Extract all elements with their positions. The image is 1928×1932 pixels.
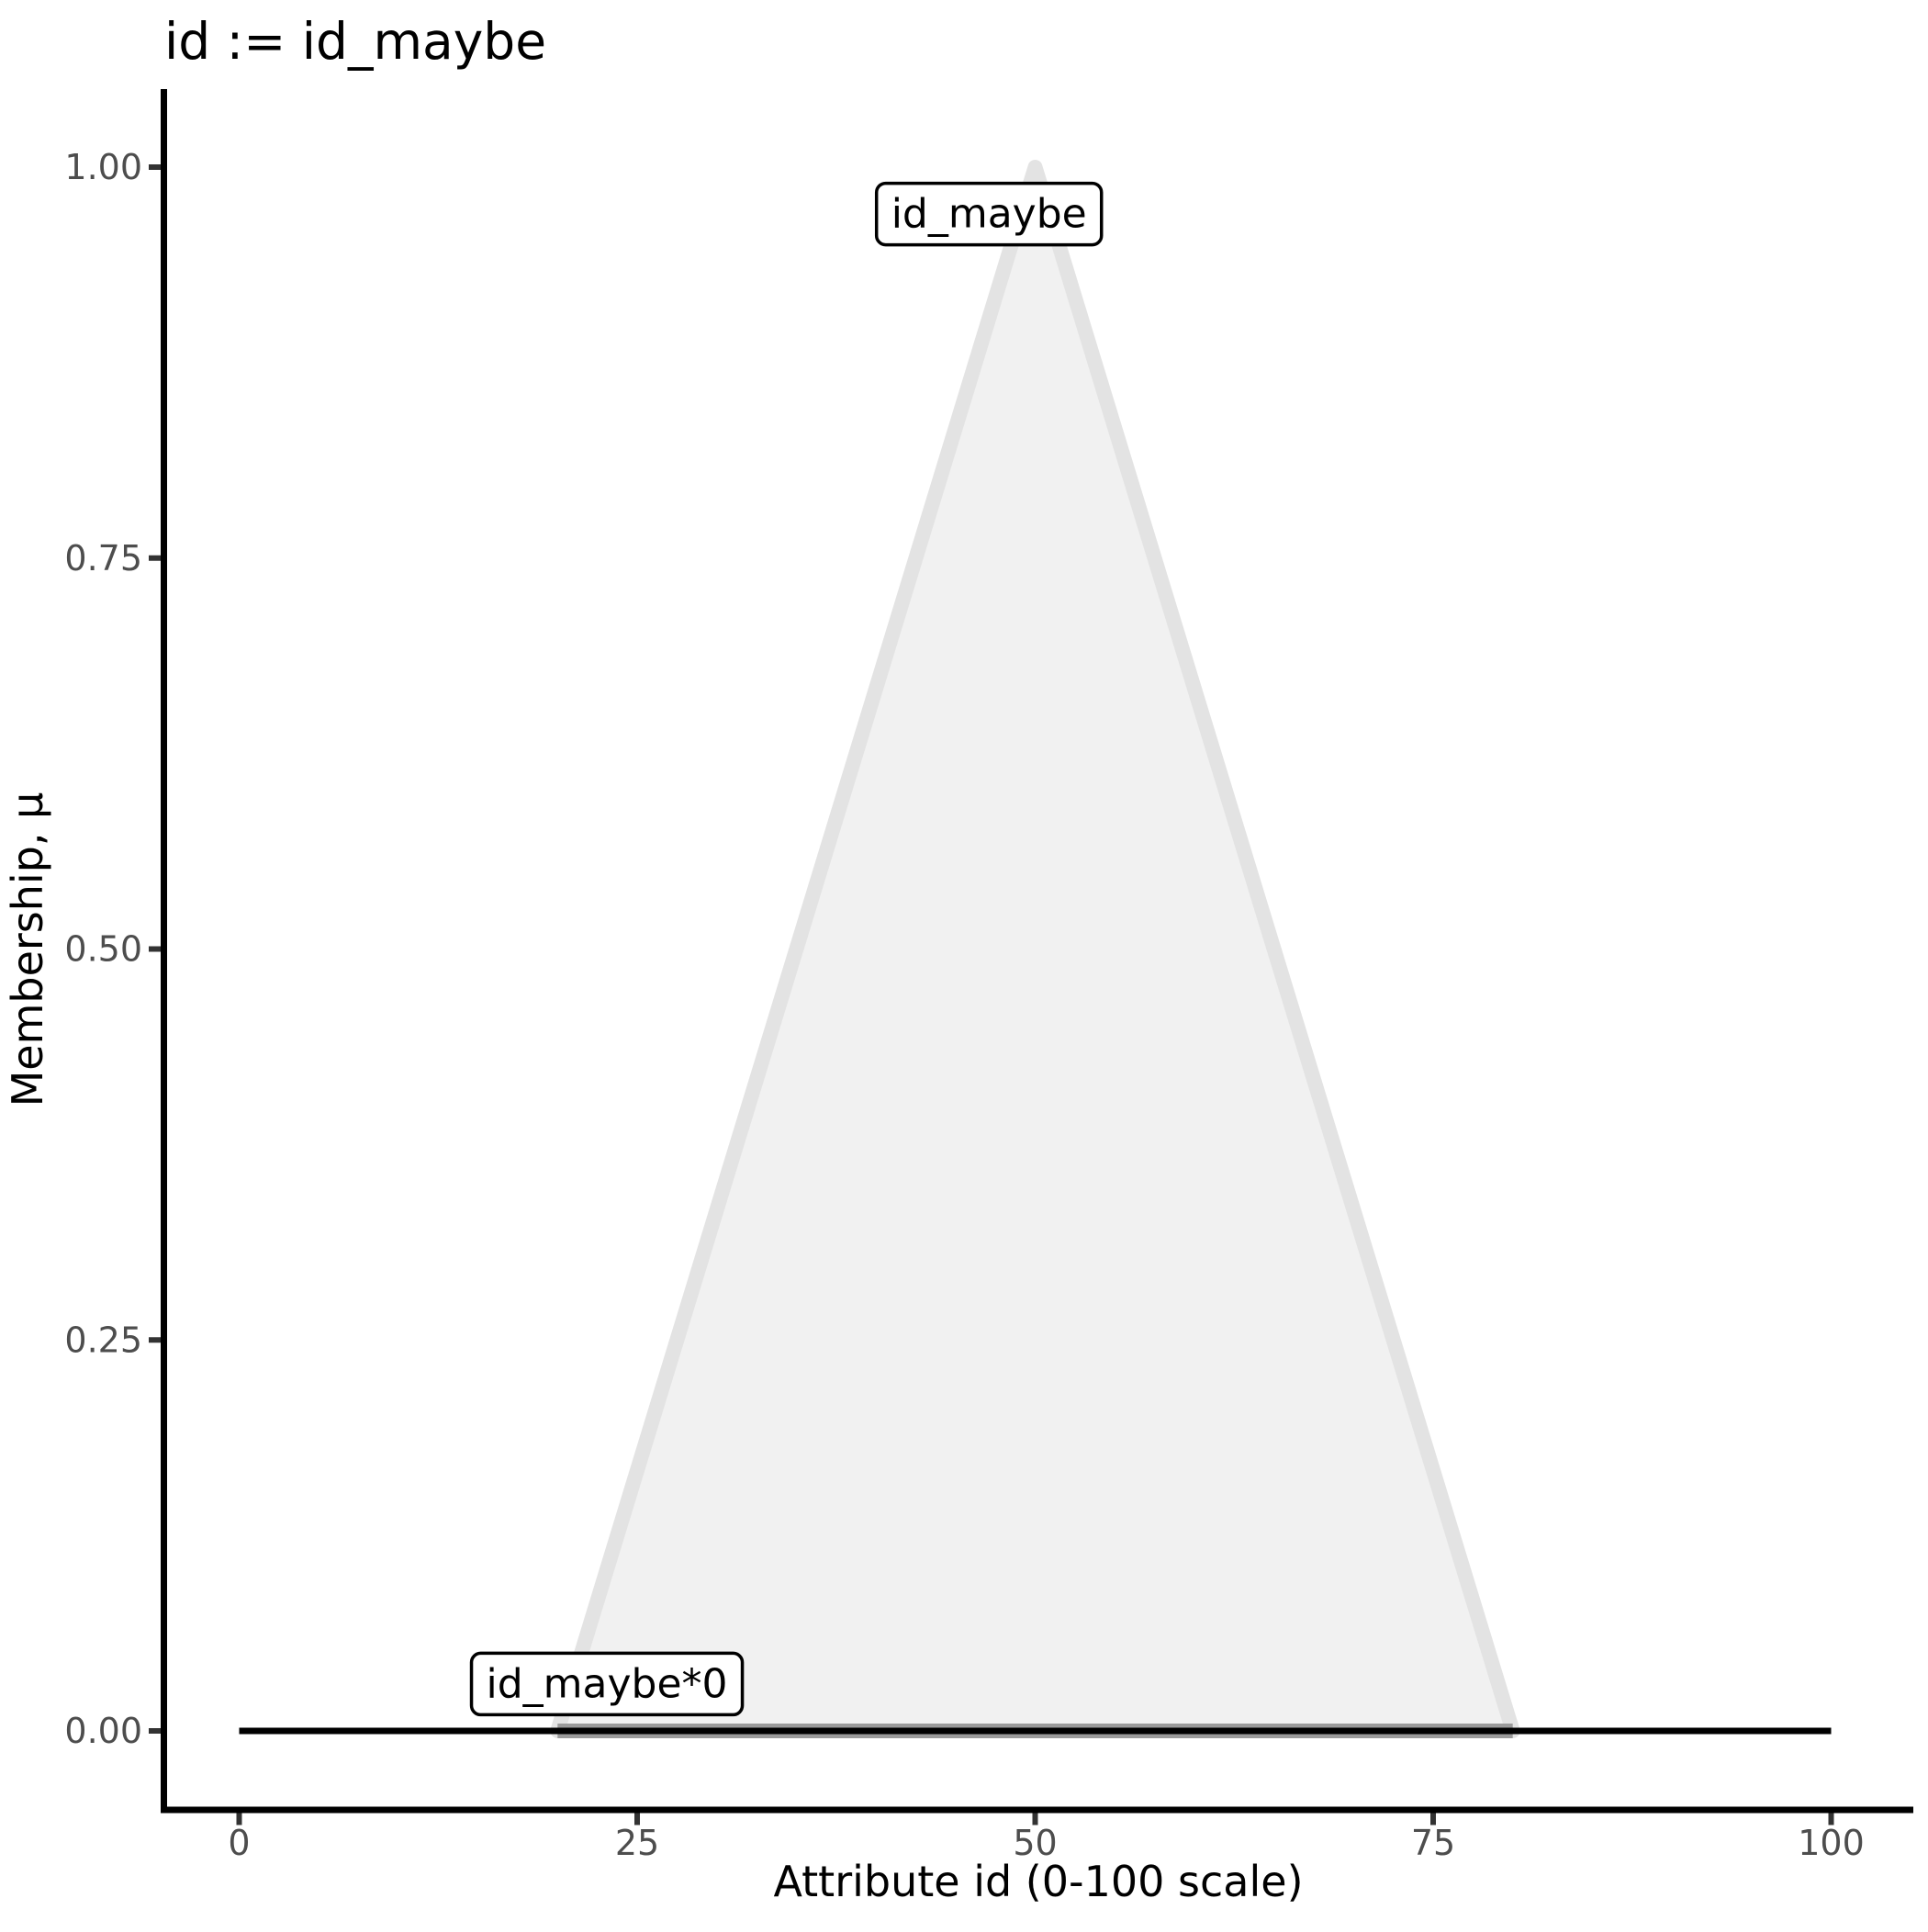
x-axis-title: Attribute id (0-100 scale) [773, 1857, 1303, 1906]
x-tick-label: 25 [615, 1823, 659, 1863]
series-layer [239, 160, 1832, 1738]
y-tick-label: 0.00 [64, 1711, 142, 1751]
axes-layer: 0 25 50 75 100 0.00 0.25 0.50 0.75 1.00 [64, 89, 1913, 1863]
annotation-text: id_maybe*0 [487, 1660, 728, 1707]
annotation-label: id_maybe*0 [469, 1651, 745, 1717]
annotation-box [469, 1651, 745, 1717]
annotation-layer: id_maybe id_maybe*0 [469, 181, 1104, 1717]
plot-title: id := id_maybe [164, 12, 546, 71]
annotation-box [874, 181, 1104, 247]
y-tick-label: 0.50 [64, 929, 142, 970]
series-area-id_maybe [557, 167, 1513, 1731]
annotation-text: id_maybe [891, 191, 1087, 238]
x-tick-label: 0 [228, 1823, 250, 1863]
series-line-id_maybe [550, 160, 1520, 1738]
x-tick-label: 50 [1013, 1823, 1057, 1863]
y-tick-label: 0.25 [64, 1320, 142, 1360]
annotation-label: id_maybe [874, 181, 1104, 247]
y-tick-label: 1.00 [64, 147, 142, 187]
y-axis-title: Membership, μ [3, 792, 52, 1107]
x-tick-label: 75 [1411, 1823, 1455, 1863]
y-tick-label: 0.75 [64, 538, 142, 578]
x-tick-label: 100 [1798, 1823, 1865, 1863]
